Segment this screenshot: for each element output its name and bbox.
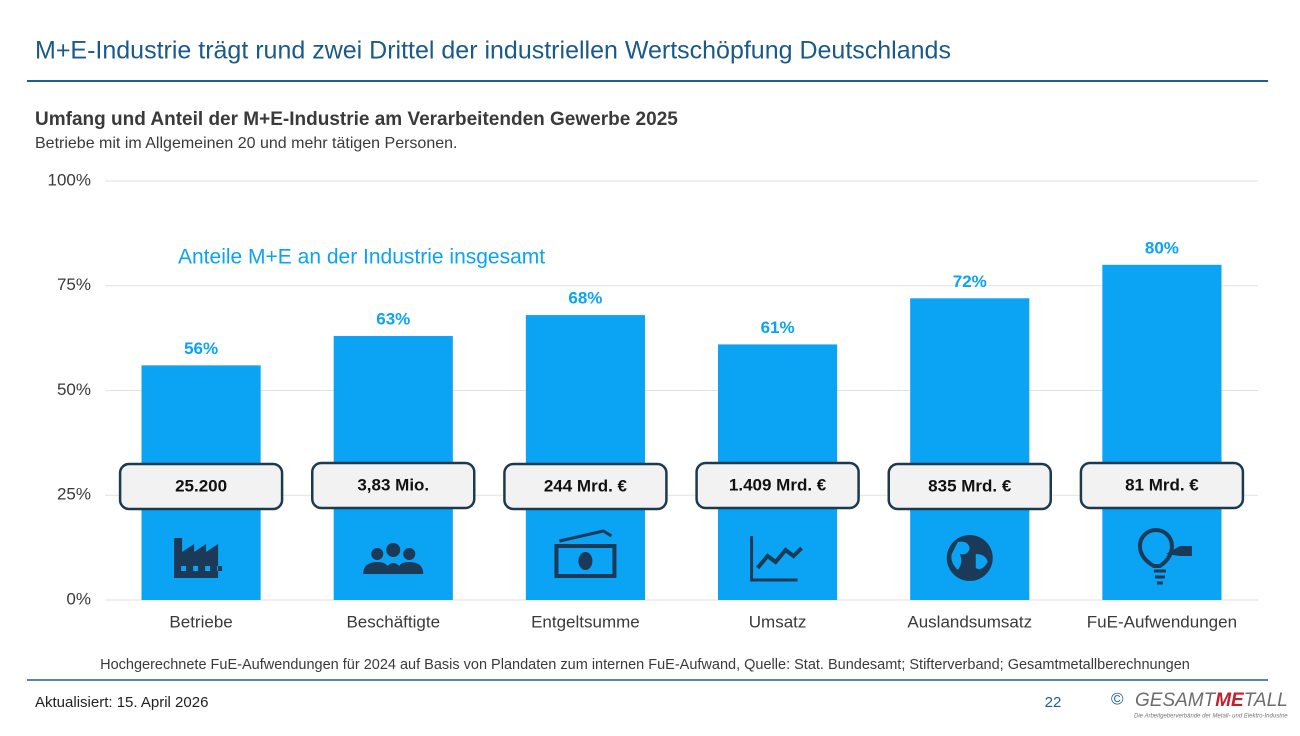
plot: 0% 25% 50% 75% 100% 56% 25.200 Betriebe 63% 3,83 … bbox=[48, 170, 1258, 631]
x-tick-label: Betriebe bbox=[169, 612, 232, 631]
y-tick-label: 75% bbox=[57, 275, 91, 294]
category-icon bbox=[1137, 528, 1192, 585]
category-icon bbox=[554, 529, 617, 578]
category-icon bbox=[363, 543, 424, 574]
logo-name-start: GESAMT bbox=[1135, 690, 1217, 711]
chart-subtitle: Betriebe mit im Allgemeinen 20 und mehr … bbox=[35, 135, 457, 152]
slide-title: M+E-Industrie trägt rund zwei Drittel de… bbox=[35, 37, 951, 65]
icon-land bbox=[951, 541, 988, 570]
logo-symbol: © bbox=[1111, 689, 1124, 708]
value-label: 61% bbox=[761, 318, 795, 337]
value-label: 80% bbox=[1145, 238, 1179, 257]
icon-tag bbox=[1165, 546, 1192, 556]
category-icon bbox=[750, 536, 803, 582]
category-icon bbox=[174, 538, 223, 578]
icon-axes bbox=[750, 536, 798, 582]
x-tick-label: FuE-Aufwendungen bbox=[1087, 612, 1237, 631]
page-number: 22 bbox=[1045, 694, 1062, 711]
x-tick-label: Beschäftigte bbox=[346, 612, 440, 631]
icon-trend bbox=[756, 546, 803, 570]
absolute-label: 25.200 bbox=[175, 476, 227, 495]
absolute-box bbox=[311, 461, 476, 510]
absolute-box bbox=[887, 462, 1052, 511]
icon-person bbox=[386, 543, 401, 557]
chart-title: Umfang und Anteil der M+E-Industrie am V… bbox=[35, 109, 678, 130]
absolute-box bbox=[503, 462, 668, 511]
annotation: Anteile M+E an der Industrie insgesamt bbox=[178, 246, 545, 269]
icon-factory bbox=[174, 538, 223, 578]
icon-person bbox=[403, 548, 416, 560]
logo-tagline: Die Arbeitgeberverbände der Metall- und … bbox=[1134, 714, 1288, 720]
absolute-box bbox=[695, 461, 860, 510]
value-label: 72% bbox=[953, 272, 987, 291]
absolute-label: 1.409 Mrd. € bbox=[729, 475, 827, 494]
icon-coin bbox=[578, 552, 593, 570]
footnote: Hochgerechnete FuE-Aufwendungen für 2024… bbox=[100, 657, 1190, 673]
y-tick-label: 50% bbox=[57, 380, 91, 399]
icon-bills-back bbox=[559, 529, 613, 543]
logo-name-mark: ME bbox=[1215, 690, 1245, 711]
absolute-label: 835 Mrd. € bbox=[928, 476, 1012, 495]
y-tick-label: 100% bbox=[48, 170, 91, 189]
absolute-label: 244 Mrd. € bbox=[544, 476, 628, 495]
value-label: 63% bbox=[376, 310, 410, 329]
absolute-label: 81 Mrd. € bbox=[1125, 475, 1199, 494]
updated: Aktualisiert: 15. April 2026 bbox=[35, 694, 208, 711]
absolute-box bbox=[1079, 461, 1245, 510]
icon-bill bbox=[554, 544, 617, 578]
icon-people bbox=[363, 562, 424, 574]
absolute-label: 3,83 Mio. bbox=[357, 475, 429, 494]
logo-name-end: TALL bbox=[1244, 690, 1288, 711]
icon-bulb-base bbox=[1153, 569, 1166, 585]
value-label: 56% bbox=[184, 339, 218, 358]
icon-person bbox=[371, 548, 384, 560]
icon-bulb bbox=[1137, 528, 1174, 568]
x-tick-label: Auslandsumsatz bbox=[907, 612, 1032, 631]
x-tick-label: Umsatz bbox=[749, 612, 807, 631]
category-icon bbox=[946, 535, 993, 581]
value-label: 68% bbox=[568, 289, 602, 308]
absolute-box bbox=[118, 462, 284, 511]
bar bbox=[1102, 264, 1222, 600]
x-tick-label: Entgeltsumme bbox=[531, 612, 640, 631]
y-tick-label: 25% bbox=[57, 485, 91, 504]
logo-name: GESAMTMETALL bbox=[1135, 690, 1288, 711]
y-tick-label: 0% bbox=[66, 589, 91, 608]
